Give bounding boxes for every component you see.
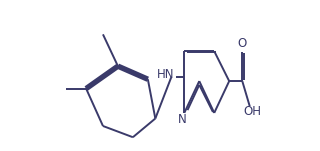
Text: HN: HN [156,68,174,81]
Text: N: N [178,113,187,126]
Text: OH: OH [243,105,261,119]
Text: O: O [238,37,247,50]
